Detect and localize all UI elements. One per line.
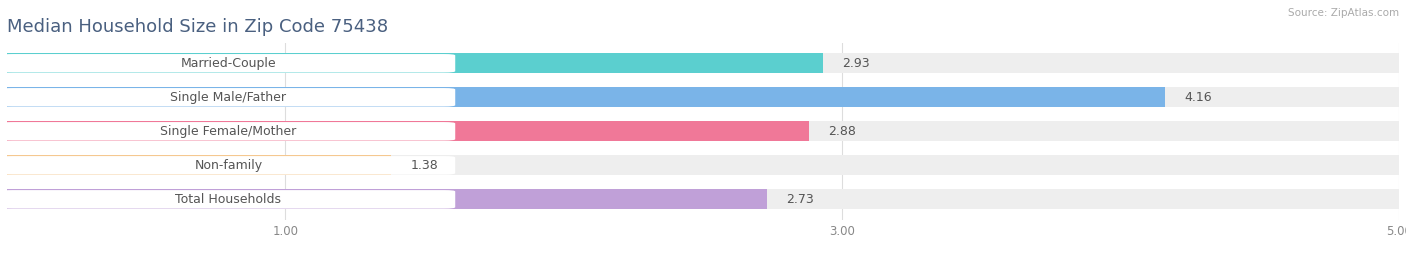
- Bar: [7, 53, 1399, 73]
- Bar: [7, 53, 823, 73]
- Text: 2.93: 2.93: [842, 57, 870, 70]
- Bar: [7, 155, 1399, 175]
- Text: Non-family: Non-family: [194, 159, 263, 172]
- Text: Median Household Size in Zip Code 75438: Median Household Size in Zip Code 75438: [7, 18, 388, 36]
- Text: 2.73: 2.73: [786, 193, 814, 206]
- Bar: [7, 189, 1399, 209]
- FancyBboxPatch shape: [1, 156, 456, 174]
- Bar: [7, 87, 1166, 107]
- FancyBboxPatch shape: [1, 54, 456, 73]
- Bar: [7, 121, 808, 141]
- Text: 1.38: 1.38: [411, 159, 439, 172]
- Text: Single Male/Father: Single Male/Father: [170, 91, 287, 104]
- FancyBboxPatch shape: [1, 122, 456, 141]
- Bar: [7, 87, 1399, 107]
- Bar: [7, 121, 1399, 141]
- Text: Total Households: Total Households: [176, 193, 281, 206]
- Text: Married-Couple: Married-Couple: [180, 57, 276, 70]
- Bar: [7, 189, 768, 209]
- FancyBboxPatch shape: [1, 190, 456, 209]
- FancyBboxPatch shape: [1, 88, 456, 107]
- Bar: [7, 155, 391, 175]
- Text: Single Female/Mother: Single Female/Mother: [160, 125, 297, 138]
- Text: Source: ZipAtlas.com: Source: ZipAtlas.com: [1288, 8, 1399, 18]
- Text: 4.16: 4.16: [1185, 91, 1212, 104]
- Text: 2.88: 2.88: [828, 125, 856, 138]
